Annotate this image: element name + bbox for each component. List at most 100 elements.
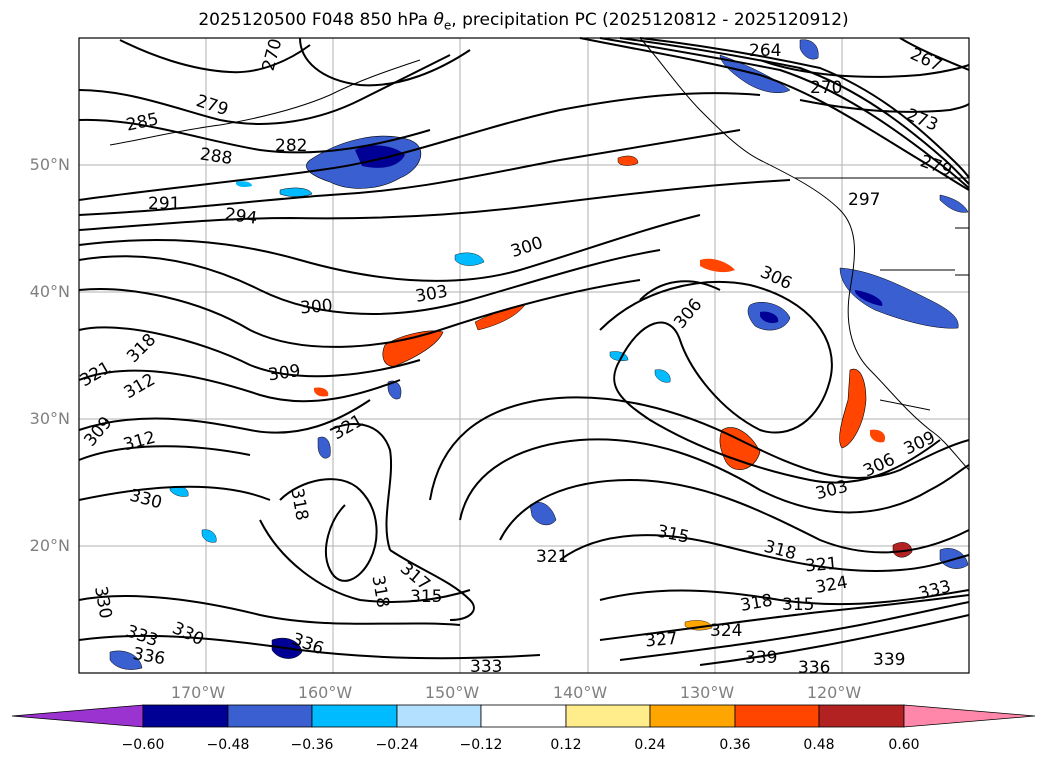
contour-line xyxy=(78,54,451,125)
precip-positive-patch xyxy=(382,330,444,367)
contour-line xyxy=(259,519,471,603)
lon-label-150w: 150°W xyxy=(424,683,480,702)
colorbar-segment xyxy=(818,704,905,728)
contour-label: 315 xyxy=(782,595,814,615)
precip-negative-patch xyxy=(839,267,959,329)
contour-label: 300 xyxy=(299,296,333,319)
colorbar-tick: 0.48 xyxy=(803,737,835,753)
contour-line xyxy=(619,37,970,185)
colorbar-segment xyxy=(227,704,313,728)
precip-negative-patch xyxy=(454,252,485,266)
colorbar-segment xyxy=(480,704,567,728)
lon-label-140w: 140°W xyxy=(552,683,608,702)
contour-label: 294 xyxy=(224,205,259,229)
contour-line xyxy=(699,614,970,666)
lat-label-20n: 20°N xyxy=(29,536,70,555)
contour-line xyxy=(639,280,721,301)
contour-line xyxy=(78,369,401,403)
precip-positive-patch xyxy=(314,387,329,397)
contour-line xyxy=(78,399,371,434)
contour-line xyxy=(78,92,761,201)
contour-line xyxy=(78,214,701,282)
lat-label-50n: 50°N xyxy=(29,155,70,174)
colorbar-extend-high xyxy=(903,704,1036,728)
contour-line xyxy=(78,594,461,626)
colorbar-tick: −0.36 xyxy=(290,737,334,753)
contour-label: 288 xyxy=(199,145,234,169)
contour-line xyxy=(279,478,378,582)
contour-line xyxy=(389,549,475,621)
contour-label: 309 xyxy=(267,361,302,385)
contour-label: 321 xyxy=(804,554,838,577)
colorbar xyxy=(11,704,1036,728)
contour-line xyxy=(599,594,970,641)
colorbar-segment xyxy=(311,704,398,728)
precip-negative-core xyxy=(855,290,883,306)
contour-line xyxy=(78,129,741,216)
contour-line xyxy=(599,281,941,484)
contour-line xyxy=(799,99,970,113)
colorbar-tick: −0.12 xyxy=(459,737,503,753)
contour-line xyxy=(78,326,421,378)
contour-line xyxy=(579,37,970,191)
border-us-mexico xyxy=(879,399,931,411)
precip-positive-patch xyxy=(617,155,639,166)
colorbar-segment xyxy=(142,704,229,728)
contour-line xyxy=(639,37,970,179)
contour-line xyxy=(459,438,970,521)
contour-label: 291 xyxy=(148,194,180,214)
precipitation-patches xyxy=(109,39,969,670)
theta-e-contours xyxy=(78,37,970,666)
contour-line xyxy=(78,249,661,315)
contour-label: 339 xyxy=(873,650,905,670)
contour-line xyxy=(499,478,970,554)
precip-negative-patch xyxy=(939,194,969,213)
contour-line xyxy=(78,179,791,231)
contour-label: 333 xyxy=(470,657,502,677)
contour-label: 270 xyxy=(810,78,842,98)
precip-positive-patch xyxy=(719,427,761,471)
contour-line xyxy=(78,118,431,154)
map-frame xyxy=(78,37,970,674)
colorbar-segment xyxy=(396,704,482,728)
contour-line xyxy=(759,59,970,78)
contour-line xyxy=(78,485,271,501)
precip-positive-patch xyxy=(870,429,886,443)
lon-label-170w: 170°W xyxy=(170,683,226,702)
contour-label: 297 xyxy=(848,190,880,210)
contour-line xyxy=(559,534,970,572)
contour-line xyxy=(899,37,970,71)
colorbar-tick: 0.60 xyxy=(888,737,920,753)
coastline-aleutians xyxy=(109,59,421,146)
precip-negative-patch xyxy=(236,181,252,188)
map-title: 2025120500 F048 850 hPa θe, precipitatio… xyxy=(198,10,849,33)
precip-negative-patch xyxy=(279,187,313,197)
precip-negative-patch xyxy=(529,502,557,526)
colorbar-tick: 0.12 xyxy=(550,737,582,753)
lat-label-30n: 30°N xyxy=(29,409,70,428)
lat-label-40n: 40°N xyxy=(29,282,70,301)
precip-positive-patch xyxy=(892,542,913,558)
precip-positive-patch xyxy=(700,258,735,273)
colorbar-tick: 0.36 xyxy=(719,737,751,753)
contour-label: 315 xyxy=(410,587,442,607)
coastline-north-america xyxy=(639,37,970,471)
colorbar-tick: −0.24 xyxy=(375,737,419,753)
contour-line xyxy=(619,601,970,661)
theta-symbol: θ xyxy=(433,10,444,30)
colorbar-segment xyxy=(734,704,820,728)
precip-positive-patch xyxy=(839,368,867,449)
contour-label: 282 xyxy=(275,136,307,156)
contour-label: 336 xyxy=(798,658,830,678)
precip-negative-patch xyxy=(109,650,143,670)
contour-label: 324 xyxy=(710,621,742,641)
graticule xyxy=(79,38,969,673)
precip-negative-patch xyxy=(317,436,331,459)
precip-negative-patch xyxy=(201,529,217,543)
colorbar-extend-low xyxy=(11,704,144,728)
contour-label: 264 xyxy=(749,41,781,61)
contour-line xyxy=(119,39,311,74)
contour-line xyxy=(78,279,641,348)
lon-label-160w: 160°W xyxy=(297,683,353,702)
